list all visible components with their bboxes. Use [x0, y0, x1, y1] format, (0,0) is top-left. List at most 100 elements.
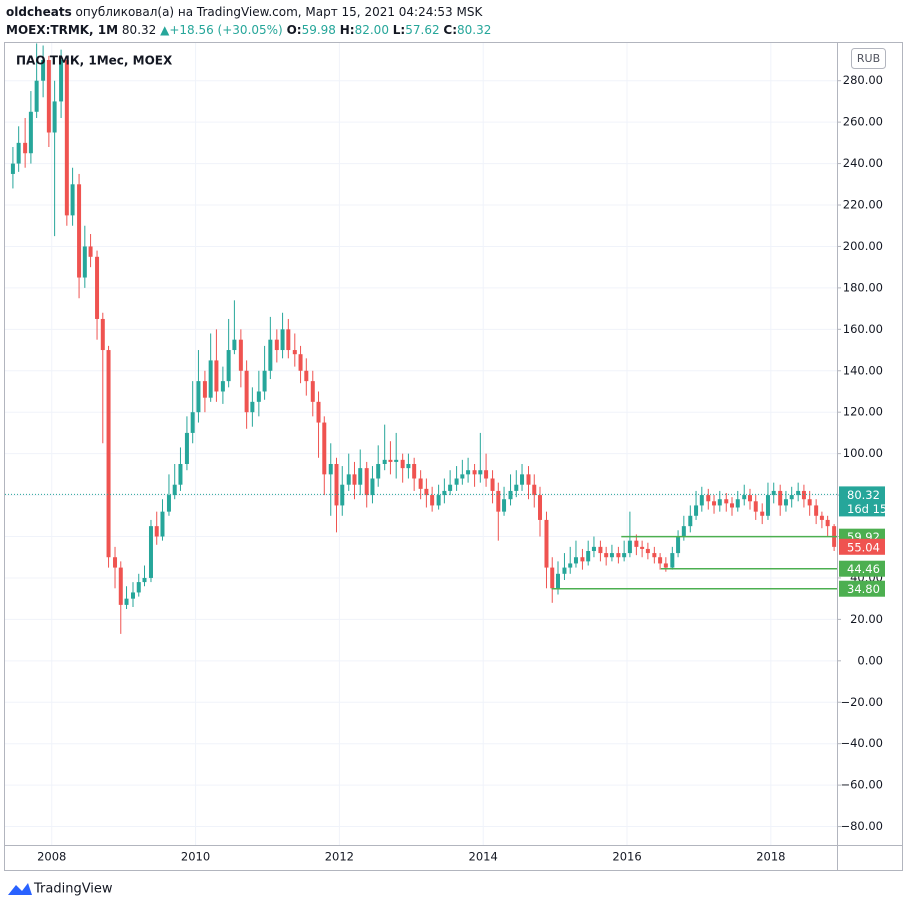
candle-body: [460, 474, 465, 479]
candle-body: [16, 142, 21, 164]
candle-body: [208, 360, 213, 398]
candle-body: [154, 526, 159, 537]
candle-body: [64, 59, 69, 216]
value: 57.62: [405, 23, 440, 37]
logo: [8, 883, 32, 895]
brand: TradingView: [33, 882, 113, 897]
candle-body: [52, 101, 57, 133]
candle-body: [490, 478, 495, 491]
candle-body: [166, 495, 171, 512]
candle-body: [742, 495, 747, 500]
candle-body: [730, 503, 735, 508]
candle-body: [640, 546, 645, 549]
candle-body: [322, 422, 327, 475]
label: C:: [443, 23, 458, 37]
candle-body: [238, 339, 243, 371]
candle-body: [670, 553, 675, 568]
candle-body: [142, 577, 147, 583]
candle-body: [627, 540, 632, 554]
countdown: 16d 15h: [847, 502, 895, 516]
candle-body: [148, 526, 153, 578]
candle-body: [783, 499, 788, 506]
candle-body: [532, 484, 537, 496]
candle-body: [23, 142, 28, 154]
candle-body: [573, 557, 578, 564]
candle-body: [59, 59, 64, 102]
candle-body: [825, 519, 830, 527]
y-tick-label: −20.00: [840, 695, 883, 709]
candle-body: [484, 470, 489, 479]
y-tick-label: −80.00: [840, 819, 883, 833]
y-tick-label: 200.00: [843, 239, 883, 253]
candle-body: [807, 499, 812, 506]
candle-body: [178, 463, 183, 485]
candle-body: [622, 553, 627, 558]
candle-body: [190, 412, 195, 433]
candle-body: [196, 381, 201, 413]
level-label: 55.04: [847, 540, 880, 554]
candle-body: [448, 484, 453, 491]
candle-body: [358, 468, 363, 485]
candle-body: [268, 339, 273, 371]
candle-body: [699, 495, 704, 506]
candle-body: [95, 256, 100, 319]
y-tick-label: 220.00: [843, 198, 883, 212]
candle-body: [568, 563, 573, 568]
candle-body: [124, 598, 129, 605]
candle-body: [406, 463, 411, 469]
candle-body: [717, 499, 722, 506]
y-tick-label: 20.00: [850, 612, 883, 626]
grid: [5, 43, 837, 845]
symbol: MOEX:TRMK, 1M: [6, 23, 119, 37]
candle-body: [598, 546, 603, 554]
candle-body: [328, 463, 333, 475]
header-line: oldcheats опубликовал(а) на TradingView.…: [6, 3, 491, 21]
candle-body: [753, 501, 758, 512]
candle-body: [400, 459, 405, 469]
last: 80.32: [121, 23, 157, 37]
candle-body: [765, 495, 770, 516]
y-tick-label: 0.00: [857, 653, 883, 667]
candle-body: [550, 567, 555, 589]
candle-body: [652, 553, 657, 558]
candle-body: [346, 474, 351, 485]
candle-body: [430, 495, 435, 506]
candle-body: [184, 432, 189, 464]
candle-body: [46, 59, 51, 133]
candle-body: [310, 381, 315, 402]
y-tick-label: 260.00: [843, 115, 883, 129]
currency-box[interactable]: [851, 48, 886, 69]
x-tick-label: 2018: [756, 850, 785, 864]
candle-body: [747, 495, 752, 502]
candle-body: [412, 463, 417, 479]
candle-body: [304, 370, 309, 382]
candle-body: [508, 490, 513, 500]
candle-body: [771, 490, 776, 496]
candle-body: [819, 515, 824, 520]
candle-body: [70, 184, 75, 216]
candle-body: [778, 490, 783, 506]
label: H:: [339, 23, 355, 37]
y-tick-label: 180.00: [843, 280, 883, 294]
candle-body: [298, 354, 303, 371]
value: 59.98: [301, 23, 336, 37]
y-tick-label: 280.00: [843, 73, 883, 87]
candle-body: [496, 490, 501, 512]
candle-body: [544, 519, 549, 568]
level-label: 34.80: [847, 582, 880, 596]
candle-body: [676, 536, 681, 554]
value: 80.32: [457, 23, 492, 37]
header-line: MOEX:TRMK, 1M 80.32 ▲+18.56 (+30.05%) O:…: [6, 21, 491, 39]
y-tick-label: 240.00: [843, 156, 883, 170]
level-label-box: [839, 538, 885, 555]
candle-body: [645, 548, 650, 554]
y-tick-label: −60.00: [840, 778, 883, 792]
author[interactable]: oldcheats: [6, 5, 72, 19]
candle-body: [724, 499, 729, 504]
candle-body: [604, 553, 609, 558]
x-tick-label: 2010: [181, 850, 210, 864]
candle-body: [106, 350, 111, 558]
candle-body: [789, 495, 794, 500]
candle-body: [274, 339, 279, 351]
